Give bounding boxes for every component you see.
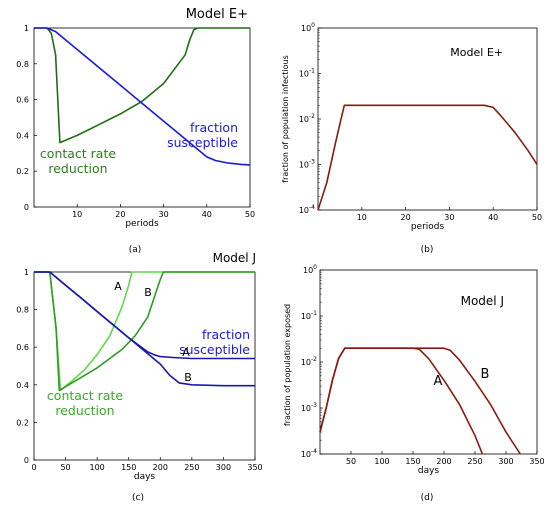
annotation-text: susceptible bbox=[179, 342, 250, 357]
x-tick-label: 150 bbox=[121, 463, 136, 472]
x-axis-label: days bbox=[134, 472, 156, 482]
chart-title: Model J bbox=[213, 251, 256, 265]
x-tick-label: 0 bbox=[31, 463, 36, 472]
y-tick-label: 10-2 bbox=[299, 113, 315, 124]
x-axis-label: periods bbox=[411, 222, 445, 232]
panel-caption: (b) bbox=[421, 245, 434, 255]
y-tick-label: 0.6 bbox=[16, 343, 29, 352]
y-tick-label: 0.8 bbox=[16, 60, 29, 69]
annotation-text: susceptible bbox=[167, 135, 238, 150]
panel-c: 0 50 100 150 200 250 300 350 0 0.2 0.4 0.6 0.8 1 days M… bbox=[16, 251, 262, 503]
annotation-text: fraction bbox=[190, 120, 238, 135]
panel-caption: (c) bbox=[132, 493, 144, 503]
y-tick-label: 10-3 bbox=[301, 402, 317, 413]
x-tick-label: 250 bbox=[467, 457, 482, 466]
x-tick-label: 200 bbox=[436, 457, 451, 466]
x-tick-label: 100 bbox=[374, 457, 389, 466]
panel-caption: (a) bbox=[129, 245, 142, 255]
series-line-0 bbox=[319, 347, 484, 455]
y-tick-label: 0.2 bbox=[16, 418, 29, 427]
y-tick-label: 0.4 bbox=[16, 131, 29, 140]
x-tick-label: 50 bbox=[60, 463, 70, 472]
series-line-1 bbox=[34, 271, 255, 392]
y-axis-label: fraction of population infectious bbox=[281, 55, 290, 183]
plot-frame bbox=[33, 271, 256, 461]
y-tick-label: 0.8 bbox=[16, 306, 29, 315]
y-tick-label: 0 bbox=[24, 456, 29, 465]
annotation-text: fraction bbox=[202, 327, 250, 342]
x-tick-label: 50 bbox=[245, 210, 255, 219]
x-tick-label: 50 bbox=[532, 213, 542, 222]
series-line-1 bbox=[319, 347, 521, 455]
y-tick-label: 0 bbox=[24, 203, 29, 212]
y-tick-label: 1 bbox=[24, 24, 29, 33]
annotation-text: reduction bbox=[55, 403, 114, 418]
x-tick-label: 150 bbox=[405, 457, 420, 466]
annotation-text: contact rate bbox=[47, 388, 123, 403]
y-tick-label: 0.4 bbox=[16, 381, 29, 390]
y-tick-label: 10-4 bbox=[301, 448, 317, 459]
series-label: A bbox=[434, 374, 443, 389]
plot-frame bbox=[33, 27, 251, 208]
x-tick-label: 20 bbox=[401, 213, 411, 222]
y-tick-label: 100 bbox=[301, 22, 315, 33]
x-tick-label: 300 bbox=[498, 457, 513, 466]
y-axis-label: fraction of population exposed bbox=[283, 304, 292, 426]
panel-caption: (d) bbox=[421, 493, 434, 503]
annotation-text: reduction bbox=[48, 161, 107, 176]
x-tick-label: 350 bbox=[247, 463, 262, 472]
chart-title: Model J bbox=[461, 294, 504, 308]
x-tick-label: 40 bbox=[488, 213, 498, 222]
panel-d: 50 100 150 200 250 300 350 10-4 10-3 10-2 10-1 100 d… bbox=[283, 264, 545, 503]
x-tick-label: 40 bbox=[202, 210, 212, 219]
y-tick-label: 10-1 bbox=[299, 68, 315, 79]
y-tick-label: 10-2 bbox=[301, 356, 317, 367]
x-tick-label: 10 bbox=[72, 210, 82, 219]
y-tick-label: 1 bbox=[24, 268, 29, 277]
x-tick-label: 20 bbox=[115, 210, 125, 219]
chart-title: Model E+ bbox=[450, 46, 503, 59]
series-line-0 bbox=[317, 104, 538, 211]
x-tick-label: 100 bbox=[90, 463, 105, 472]
series-label: A bbox=[182, 346, 190, 359]
x-tick-label: 10 bbox=[357, 213, 367, 222]
series-label: B bbox=[184, 371, 192, 384]
x-tick-label: 300 bbox=[216, 463, 231, 472]
x-tick-label: 50 bbox=[346, 457, 356, 466]
y-tick-label: 10-4 bbox=[299, 204, 315, 215]
panel-b: 10 20 30 40 50 10-4 10-3 10-2 10-1 100 periods Mode… bbox=[281, 22, 542, 255]
x-tick-label: 30 bbox=[444, 213, 454, 222]
series-label: A bbox=[114, 280, 122, 293]
x-tick-label: 250 bbox=[184, 463, 199, 472]
y-tick-label: 10-3 bbox=[299, 159, 315, 170]
series-line-3 bbox=[34, 271, 255, 387]
x-axis-label: periods bbox=[125, 219, 159, 229]
plot-frame bbox=[319, 269, 538, 455]
series-label: B bbox=[481, 367, 490, 382]
series-line-0 bbox=[34, 27, 250, 144]
y-tick-label: 10-1 bbox=[301, 310, 317, 321]
y-tick-label: 0.2 bbox=[16, 167, 29, 176]
x-tick-label: 30 bbox=[159, 210, 169, 219]
y-tick-label: 100 bbox=[303, 264, 317, 275]
x-tick-label: 350 bbox=[529, 457, 544, 466]
panel-a: 10 20 30 40 50 0 0.2 0.4 0.6 0.8 1 periods Model E+ (… bbox=[16, 7, 255, 255]
chart-title: Model E+ bbox=[186, 7, 248, 22]
y-tick-label: 0.6 bbox=[16, 96, 29, 105]
annotation-text: contact rate bbox=[40, 146, 116, 161]
x-tick-label: 200 bbox=[153, 463, 168, 472]
series-label: B bbox=[144, 286, 152, 299]
series-line-1 bbox=[34, 27, 251, 166]
x-axis-label: days bbox=[418, 466, 440, 476]
